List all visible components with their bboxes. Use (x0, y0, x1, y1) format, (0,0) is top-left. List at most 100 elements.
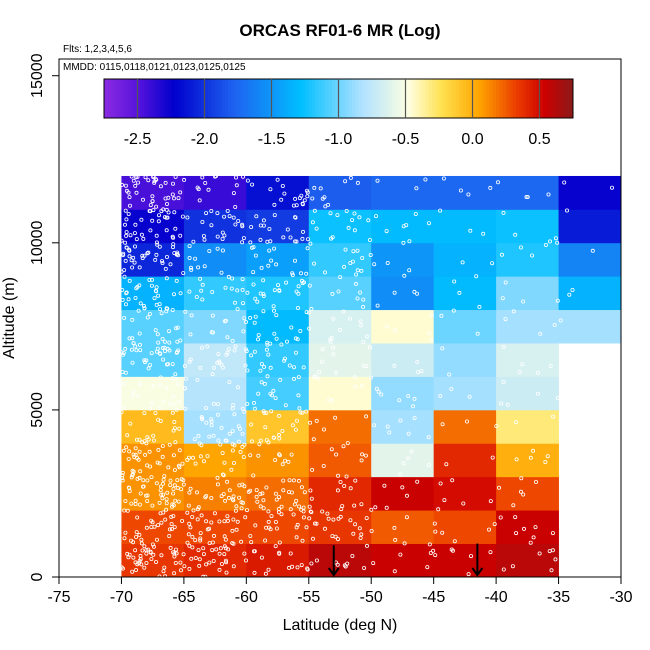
colorbar-segment (157, 79, 162, 118)
sample-point (175, 250, 180, 255)
sample-point (158, 382, 163, 387)
sample-point (223, 318, 228, 323)
sample-point (263, 538, 268, 543)
sample-point (129, 174, 134, 179)
sample-point (551, 414, 556, 419)
sample-point (298, 410, 303, 415)
sample-point (198, 365, 203, 370)
sample-point (335, 473, 340, 478)
sample-point (513, 515, 518, 520)
sample-point (124, 233, 129, 238)
colorbar-segment (382, 79, 386, 118)
sample-point (426, 221, 431, 226)
sample-point (320, 509, 325, 514)
sample-point (134, 237, 139, 242)
sample-point (121, 253, 126, 258)
sample-point (570, 287, 575, 292)
sample-point (329, 447, 334, 452)
sample-point (156, 293, 161, 298)
sample-point (151, 174, 156, 179)
sample-point (488, 550, 493, 555)
sample-point (517, 369, 522, 374)
sample-point (296, 393, 301, 398)
heatmap-cell (308, 209, 372, 244)
sample-point (224, 560, 229, 565)
colorbar-segment (191, 79, 195, 118)
arrow-markers (327, 543, 484, 577)
colorbar-segment (469, 79, 473, 118)
sample-point (168, 545, 173, 550)
colorbar-segment (552, 79, 557, 118)
sample-point (304, 188, 309, 193)
colorbar-segment (301, 79, 306, 118)
sample-point (191, 508, 196, 513)
colorbar-segment (472, 79, 477, 118)
sample-point (240, 277, 245, 282)
sample-point (188, 525, 193, 530)
sample-point (138, 301, 143, 306)
colorbar-segment (358, 79, 363, 118)
sample-point (168, 478, 173, 483)
sample-point (259, 265, 264, 270)
sample-point (135, 180, 140, 185)
sample-point (310, 467, 315, 472)
sample-point (229, 467, 234, 472)
sample-point (384, 324, 389, 329)
sample-point (355, 180, 360, 185)
sample-point (134, 286, 139, 291)
heatmap-cell (371, 543, 435, 578)
sample-point (322, 526, 327, 531)
sample-point (162, 349, 167, 354)
sample-point (160, 496, 165, 501)
sample-point (334, 452, 339, 457)
sample-point (130, 360, 135, 365)
colorbar-segment (281, 79, 286, 118)
sample-point (181, 552, 186, 557)
sample-point (341, 444, 346, 449)
sample-point (232, 412, 237, 417)
sample-point (258, 237, 263, 242)
sample-point (161, 399, 166, 404)
colorbar-segment (459, 79, 463, 118)
sample-point (300, 538, 305, 543)
heatmap-cell (371, 510, 435, 544)
sample-point (501, 567, 506, 572)
sample-point (287, 363, 292, 368)
sample-point (185, 215, 190, 220)
sample-point (188, 486, 193, 491)
sample-point (177, 448, 182, 453)
sample-point (248, 315, 253, 320)
sample-point (447, 372, 452, 377)
sample-point (414, 186, 419, 191)
sample-point (122, 274, 127, 279)
colorbar-segment (546, 79, 551, 118)
sample-point (255, 337, 260, 342)
sample-point (406, 393, 411, 398)
heatmap-cell (433, 443, 497, 478)
sample-point (146, 547, 151, 552)
sample-point (148, 362, 153, 367)
sample-point (131, 540, 136, 545)
sample-point (412, 289, 417, 294)
sample-point (369, 507, 374, 512)
sample-point (401, 461, 406, 466)
heatmap-cells (121, 175, 622, 578)
sample-point (140, 548, 145, 553)
sample-point (127, 449, 132, 454)
sample-point (361, 363, 366, 368)
sample-point (151, 433, 156, 438)
sample-point (519, 489, 524, 494)
sample-point (490, 261, 495, 266)
sample-point (122, 508, 127, 513)
colorbar-segment (167, 79, 172, 118)
sample-point (271, 304, 276, 309)
sample-point (427, 331, 432, 336)
sample-point (123, 208, 128, 213)
sample-point (146, 366, 151, 371)
sample-point (514, 457, 519, 462)
sample-point (304, 525, 309, 530)
sample-point (178, 338, 183, 343)
sample-point (248, 453, 253, 458)
sample-point (211, 401, 216, 406)
sample-point (314, 558, 319, 563)
